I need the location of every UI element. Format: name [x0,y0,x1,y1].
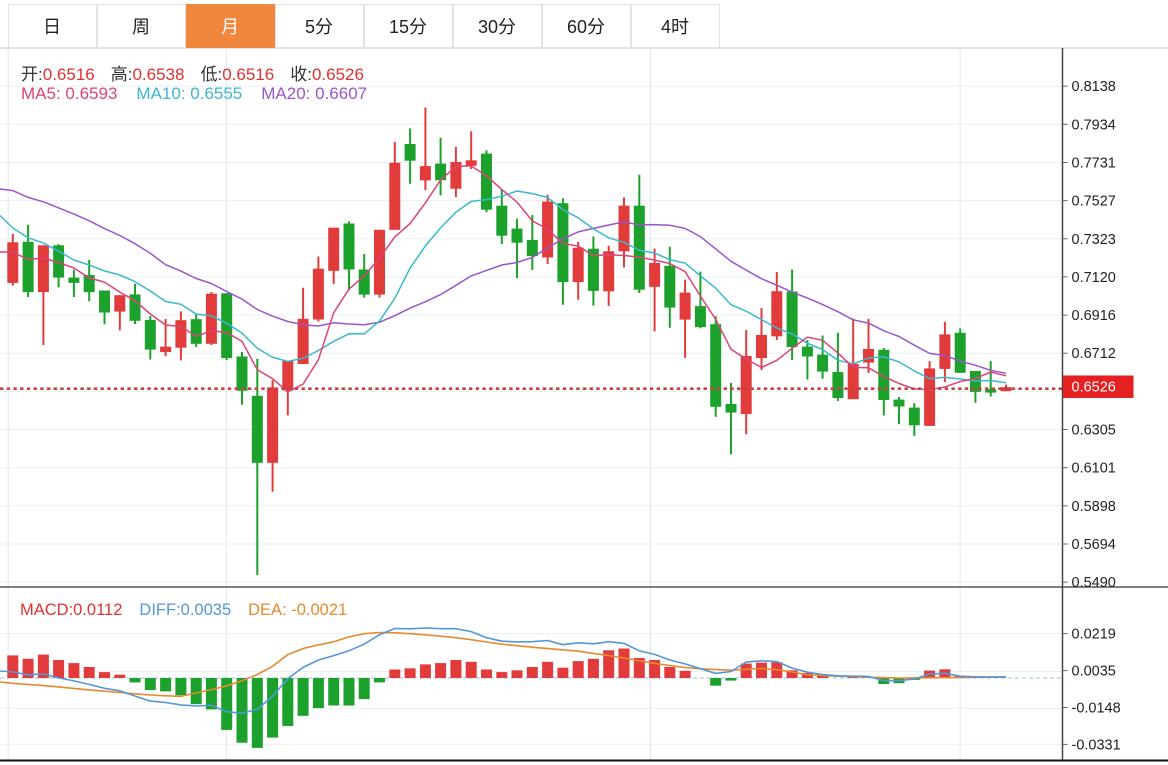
svg-text:0.6101: 0.6101 [1072,461,1116,477]
svg-text:0.7731: 0.7731 [1072,156,1116,172]
svg-text:-0.0148: -0.0148 [1072,701,1121,717]
svg-text:0.5694: 0.5694 [1072,537,1116,553]
svg-text:0.6712: 0.6712 [1072,346,1116,362]
svg-text:0.7120: 0.7120 [1072,270,1116,286]
svg-text:0.6916: 0.6916 [1072,308,1116,324]
svg-text:0.6526: 0.6526 [1072,380,1116,396]
svg-text:0.8138: 0.8138 [1072,79,1116,95]
svg-text:0.7934: 0.7934 [1072,117,1116,133]
svg-text:0.7323: 0.7323 [1072,232,1116,248]
svg-text:0.0219: 0.0219 [1072,627,1116,643]
svg-text:0.6305: 0.6305 [1072,423,1116,439]
svg-text:0.5490: 0.5490 [1072,575,1116,591]
svg-text:0.0035: 0.0035 [1072,664,1116,680]
svg-text:-0.0331: -0.0331 [1072,737,1121,753]
svg-text:0.5898: 0.5898 [1072,499,1116,515]
svg-text:0.7527: 0.7527 [1072,194,1116,210]
